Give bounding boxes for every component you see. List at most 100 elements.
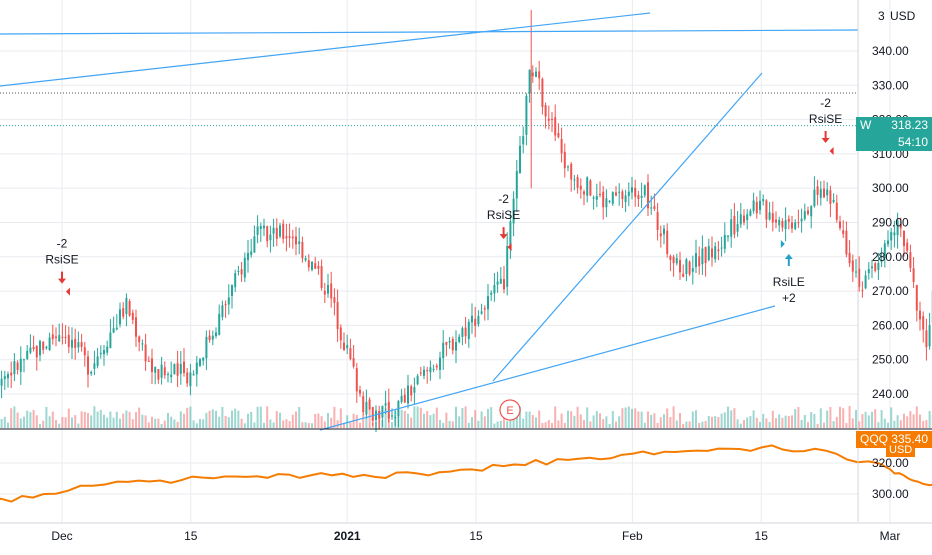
candle-body xyxy=(813,190,815,207)
candle-body xyxy=(420,373,422,374)
candle-body xyxy=(452,339,454,350)
candle-body xyxy=(717,250,719,251)
volume-bar xyxy=(791,415,793,428)
candle-body xyxy=(855,271,857,272)
volume-bar xyxy=(804,415,806,428)
candle-body xyxy=(436,366,438,368)
volume-bar xyxy=(404,411,406,428)
candle-body xyxy=(922,316,924,329)
volume-bar xyxy=(874,409,876,428)
candle-body xyxy=(618,192,620,193)
volume-bar xyxy=(257,407,259,428)
volume-bar xyxy=(135,412,137,428)
candle-body xyxy=(212,336,214,340)
volume-bar xyxy=(621,408,623,428)
volume-bar xyxy=(820,408,822,428)
signal-label: RsiSE xyxy=(45,253,78,267)
volume-bar xyxy=(564,423,566,428)
volume-bar xyxy=(538,410,540,428)
volume-bar xyxy=(439,420,441,428)
candle-body xyxy=(551,119,553,120)
volume-bar xyxy=(461,408,463,428)
candle-body xyxy=(228,297,230,304)
volume-bar xyxy=(897,415,899,428)
candle-body xyxy=(385,403,387,405)
volume-bar xyxy=(81,411,83,428)
volume-bar xyxy=(465,406,467,428)
candle-body xyxy=(234,273,236,287)
candle-body xyxy=(737,224,739,232)
candle-body xyxy=(13,361,15,374)
candle-body xyxy=(535,72,537,77)
volume-bar xyxy=(794,409,796,428)
candle-body xyxy=(404,395,406,403)
volume-bar xyxy=(449,421,451,428)
candle-body xyxy=(650,208,652,209)
volume-bar xyxy=(676,420,678,428)
candle-body xyxy=(138,336,140,342)
price-countdown: 54:10 xyxy=(856,134,932,151)
volume-bar xyxy=(452,421,454,428)
y-tick-label: 260.00 xyxy=(872,318,909,332)
candle-body xyxy=(733,216,735,234)
candle-body xyxy=(826,190,828,196)
candle-body xyxy=(660,233,662,236)
volume-bar xyxy=(663,414,665,428)
volume-bar xyxy=(887,423,889,428)
volume-bar xyxy=(100,410,102,428)
volume-bar xyxy=(301,422,303,428)
candle-body xyxy=(727,236,729,237)
candle-body xyxy=(484,308,486,309)
candle-body xyxy=(449,341,451,342)
volume-bar xyxy=(593,415,595,428)
candle-body xyxy=(522,136,524,144)
y-tick-label: 290.00 xyxy=(872,216,909,230)
volume-bar xyxy=(401,410,403,428)
volume-bar xyxy=(743,420,745,428)
volume-bar xyxy=(87,413,89,428)
candle-body xyxy=(746,214,748,220)
volume-bar xyxy=(826,411,828,428)
candle-body xyxy=(589,181,591,196)
signal-label: +2 xyxy=(782,291,796,305)
signal-label: -2 xyxy=(498,192,509,206)
volume-bar xyxy=(468,423,470,428)
volume-bar xyxy=(269,419,271,428)
volume-bar xyxy=(749,416,751,428)
volume-bar xyxy=(170,417,172,428)
candle-body xyxy=(122,308,124,317)
volume-bar xyxy=(221,407,223,428)
price-tag-symbol: W xyxy=(860,118,871,132)
volume-bar xyxy=(282,420,284,428)
volume-bar xyxy=(586,407,588,428)
volume-bar xyxy=(4,417,6,428)
candle-body xyxy=(753,200,755,211)
candle-body xyxy=(833,200,835,202)
currency-label: USD xyxy=(890,9,916,23)
x-tick-label: 2021 xyxy=(334,529,361,543)
signal-label: -2 xyxy=(820,96,831,110)
candle-body xyxy=(84,347,86,355)
candle-body xyxy=(548,119,550,121)
volume-bar xyxy=(929,411,931,428)
candle-body xyxy=(692,268,694,272)
volume-bar xyxy=(199,419,201,428)
compare-currency: USD xyxy=(886,444,915,457)
volume-bar xyxy=(231,411,233,428)
volume-bar xyxy=(548,420,550,428)
candle-body xyxy=(497,282,499,285)
volume-bar xyxy=(557,421,559,428)
volume-bar xyxy=(817,424,819,428)
candle-body xyxy=(442,343,444,358)
volume-bar xyxy=(362,414,364,428)
candle-body xyxy=(39,341,41,355)
volume-bar xyxy=(705,421,707,428)
candle-body xyxy=(237,271,239,272)
volume-bar xyxy=(484,416,486,428)
volume-bar xyxy=(151,417,153,428)
candle-body xyxy=(929,325,931,346)
volume-bar xyxy=(740,424,742,428)
volume-bar xyxy=(765,419,767,428)
